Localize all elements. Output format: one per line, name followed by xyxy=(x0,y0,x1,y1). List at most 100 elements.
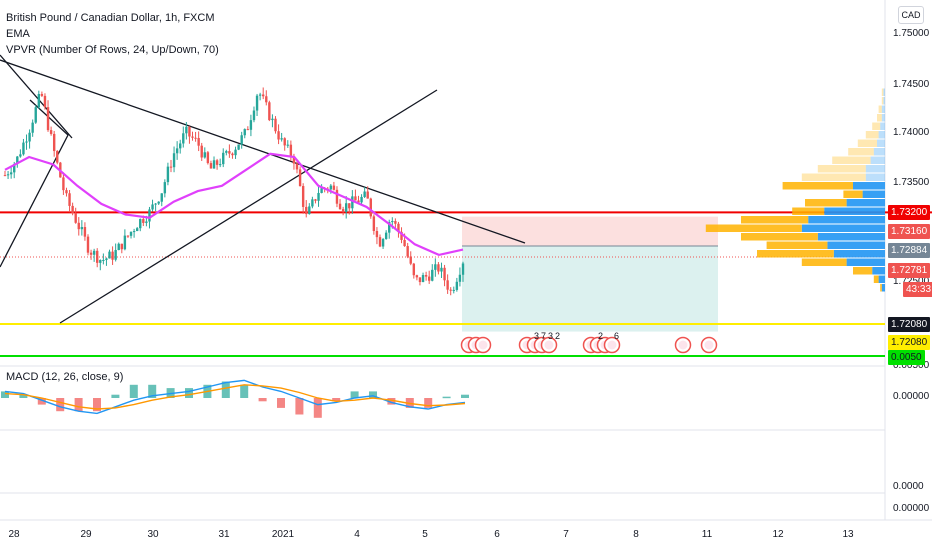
candle-body xyxy=(16,156,19,165)
macd-histogram-bar xyxy=(1,391,9,398)
candle-body xyxy=(258,94,262,96)
candle-body xyxy=(151,204,154,210)
candle-body xyxy=(363,191,366,197)
candle-body xyxy=(268,102,271,121)
price-tick-label: 0.00000 xyxy=(893,391,930,402)
candle-body xyxy=(222,152,225,165)
event-marker-flag-icon xyxy=(678,340,688,350)
candle-body xyxy=(142,219,145,223)
vpvr-down-bar xyxy=(881,97,884,105)
candle-body xyxy=(265,96,268,103)
vpvr-up-bar xyxy=(853,182,885,190)
candle-body xyxy=(160,193,163,202)
vpvr-down-bar xyxy=(865,131,879,139)
date-tick-label: 8 xyxy=(633,529,639,540)
vpvr-down-bar xyxy=(878,105,882,113)
candle-body xyxy=(271,118,274,121)
candle-body xyxy=(311,199,314,207)
candle-body xyxy=(175,148,179,154)
event-count-label: 7 xyxy=(541,331,546,341)
candle-body xyxy=(301,186,305,207)
candle-body xyxy=(249,120,253,130)
candle-body xyxy=(166,166,170,183)
macd-histogram-bar xyxy=(369,391,377,398)
event-count-label: 2 xyxy=(555,331,560,341)
candle-body xyxy=(218,164,222,166)
candle-body xyxy=(280,138,283,140)
event-marker xyxy=(674,336,692,354)
macd-histogram-bar xyxy=(295,398,304,415)
candle-body xyxy=(102,259,105,261)
vpvr-down-bar xyxy=(857,139,877,147)
candle-body xyxy=(46,107,50,131)
vpvr-down-bar xyxy=(872,122,881,130)
candle-body xyxy=(348,203,351,209)
candle-body xyxy=(19,154,22,157)
vpvr-down-bar xyxy=(782,182,853,190)
candle-body xyxy=(13,164,16,173)
candle-body xyxy=(225,151,228,153)
candle-body xyxy=(243,129,246,136)
candle-body xyxy=(277,131,280,140)
event-marker-flag-icon xyxy=(544,340,554,350)
vpvr-up-bar xyxy=(881,284,885,292)
candle-body xyxy=(354,196,357,201)
price-tick-label: 0.0000 xyxy=(893,481,924,492)
price-tick-label: 1.74000 xyxy=(893,127,930,138)
candle-body xyxy=(203,152,206,158)
candle-body xyxy=(292,156,296,164)
stop-loss-zone xyxy=(462,216,718,247)
candle-body xyxy=(237,144,240,150)
vpvr-up-bar xyxy=(865,165,885,173)
price-tick-label: 1.75000 xyxy=(893,28,930,39)
vpvr-legend[interactable]: VPVR (Number Of Rows, 24, Up/Down, 70) xyxy=(6,44,219,56)
wedge-line xyxy=(0,99,69,268)
ema-legend[interactable]: EMA xyxy=(6,28,30,40)
candle-body xyxy=(246,129,250,131)
price-tag: 1.72781 xyxy=(888,262,931,278)
candle-body xyxy=(74,213,77,223)
date-tick-label: 4 xyxy=(354,529,360,540)
candle-body xyxy=(329,185,333,190)
candle-body xyxy=(341,209,345,213)
candle-body xyxy=(384,232,388,240)
candle-body xyxy=(305,206,308,215)
candle-body xyxy=(446,280,449,290)
currency-button[interactable]: CAD xyxy=(898,6,924,24)
candle-body xyxy=(406,246,409,257)
macd-histogram-bar xyxy=(461,394,469,398)
macd-histogram-bar xyxy=(56,398,65,412)
date-tick-label: 7 xyxy=(563,529,569,540)
candle-body xyxy=(145,221,148,223)
macd-histogram-bar xyxy=(258,398,267,402)
vpvr-down-bar xyxy=(853,267,873,275)
vpvr-up-bar xyxy=(865,173,885,181)
symbol-title[interactable]: British Pound / Canadian Dollar, 1h, FXC… xyxy=(6,12,215,24)
vpvr-up-bar xyxy=(883,97,885,105)
candle-body xyxy=(96,250,99,263)
price-tag: 1.72080 xyxy=(888,316,931,332)
vpvr-up-bar xyxy=(808,216,885,224)
vpvr-down-bar xyxy=(843,190,863,198)
candle-body xyxy=(114,250,117,260)
macd-histogram-bar xyxy=(19,394,28,398)
candle-body xyxy=(388,222,391,233)
candle-body xyxy=(431,269,434,281)
candle-body xyxy=(381,239,385,247)
macd-legend[interactable]: MACD (12, 26, close, 9) xyxy=(6,371,124,383)
vpvr-down-bar xyxy=(880,284,882,292)
candle-body xyxy=(372,216,376,231)
vpvr-up-bar xyxy=(817,233,885,241)
candle-body xyxy=(391,221,394,223)
event-count-label: 3 xyxy=(548,331,553,341)
candle-body xyxy=(148,209,151,222)
event-count-label: 3 xyxy=(534,331,539,341)
macd-histogram-bar xyxy=(37,398,46,405)
vpvr-down-bar xyxy=(832,156,871,164)
date-tick-label: 12 xyxy=(772,529,784,540)
candle-body xyxy=(56,151,59,163)
price-tag: 1.72884 xyxy=(888,242,931,258)
event-marker-flag-icon xyxy=(478,340,488,350)
candle-body xyxy=(338,203,342,210)
